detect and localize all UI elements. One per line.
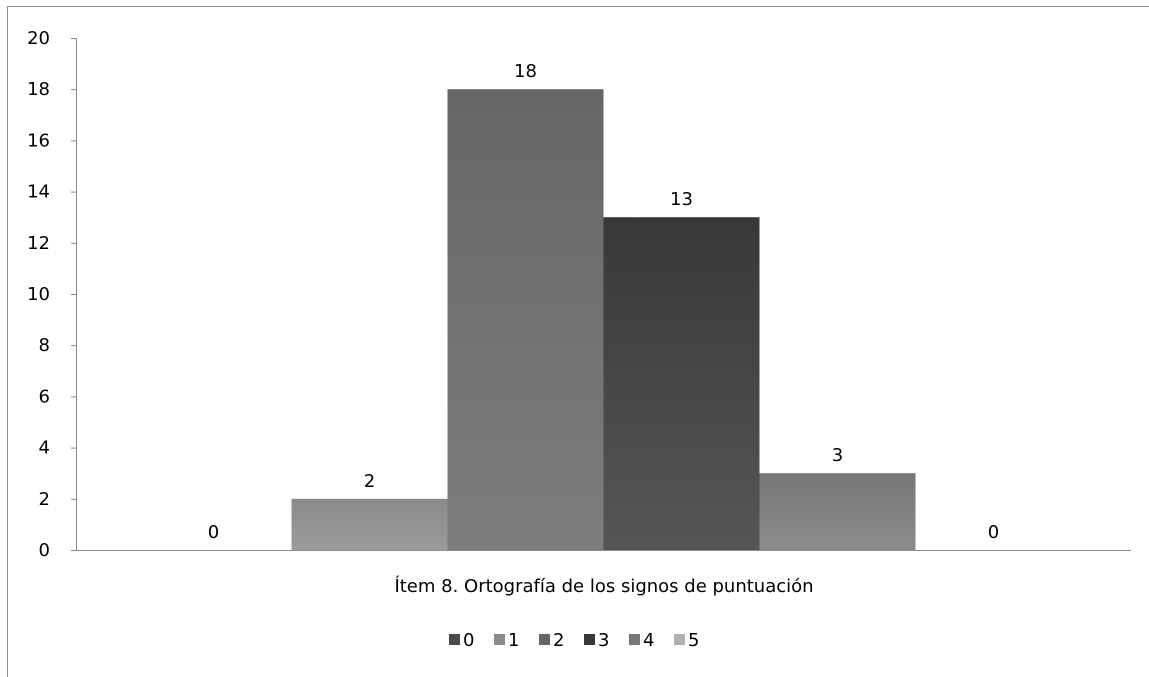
x-category-label: Ítem 8. Ortografía de los signos de punt…: [394, 575, 813, 597]
legend-swatch-1: [494, 634, 505, 645]
data-label-1: 2: [364, 471, 375, 492]
bar-1: [291, 498, 448, 550]
y-tick-label: 12: [27, 233, 50, 254]
data-labels: 0 2 18 13 3 0: [208, 61, 999, 543]
legend-label-3: 3: [598, 630, 609, 651]
legend-label-4: 4: [643, 630, 654, 651]
data-label-5: 0: [988, 522, 999, 543]
data-label-2: 18: [514, 61, 537, 82]
legend-label-2: 2: [553, 630, 564, 651]
data-label-3: 13: [670, 189, 693, 210]
legend-swatch-0: [449, 634, 460, 645]
legend-swatch-4: [629, 634, 640, 645]
bars: [291, 89, 916, 550]
data-label-0: 0: [208, 522, 219, 543]
legend-swatch-3: [584, 634, 595, 645]
legend-label-5: 5: [688, 630, 699, 651]
bar-4: [759, 473, 916, 550]
y-tick-label: 10: [27, 284, 50, 305]
y-tick-label: 16: [27, 130, 50, 151]
legend-swatch-5: [674, 634, 685, 645]
y-tick-label: 6: [39, 386, 50, 407]
y-tick-label: 0: [39, 540, 50, 561]
y-tick-label: 20: [27, 28, 50, 49]
legend: 0 1 2 3 4 5: [449, 630, 699, 651]
legend-label-0: 0: [463, 630, 474, 651]
legend-swatch-2: [539, 634, 550, 645]
y-tick-label: 4: [39, 438, 50, 459]
bar-3: [603, 217, 760, 550]
y-tick-label: 14: [27, 182, 50, 203]
bar-2: [447, 89, 604, 550]
y-tick-label: 8: [39, 335, 50, 356]
data-label-4: 3: [832, 445, 843, 466]
y-tick-label: 18: [27, 79, 50, 100]
chart-frame: [7, 6, 1149, 677]
y-tick-label: 2: [39, 489, 50, 510]
legend-label-1: 1: [508, 630, 519, 651]
y-axis: 0 2 4 6 8 10 12 14 16 18 20: [27, 28, 76, 561]
